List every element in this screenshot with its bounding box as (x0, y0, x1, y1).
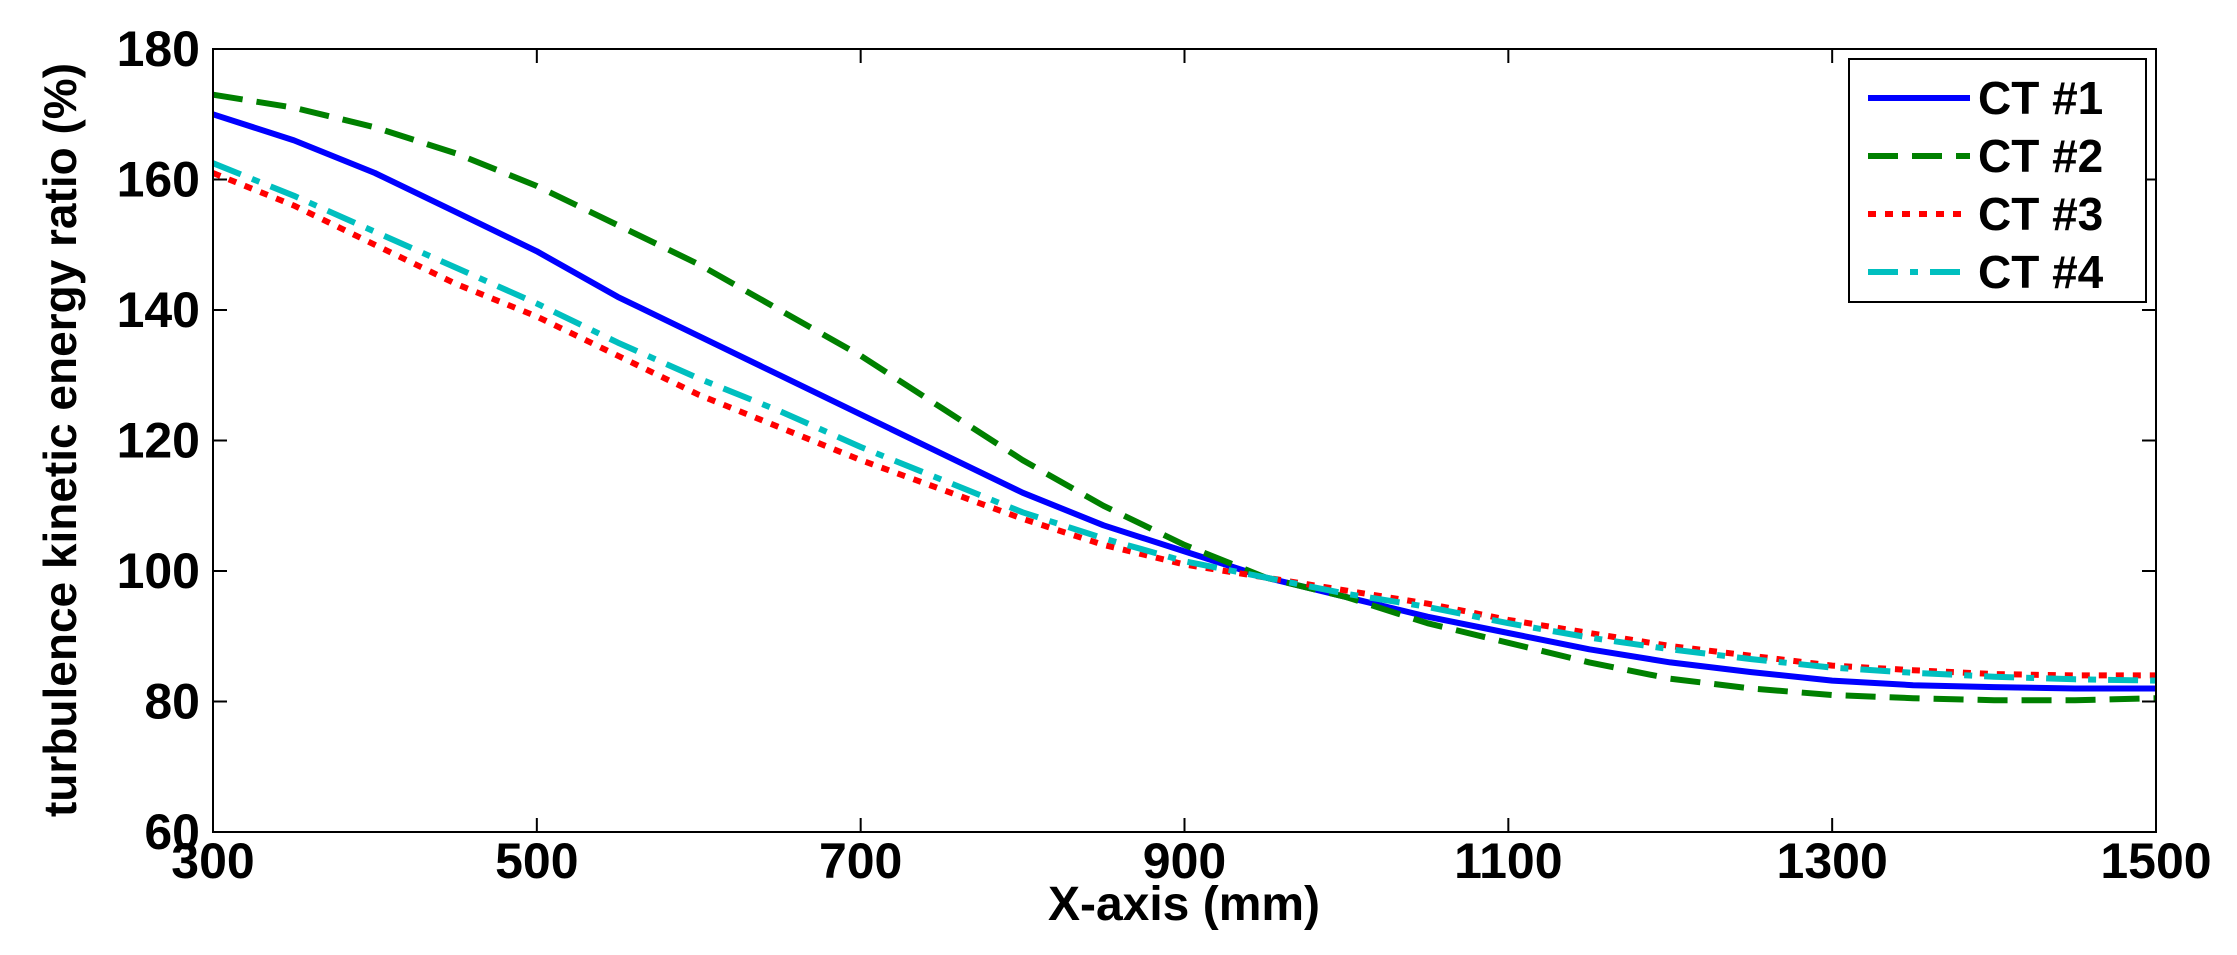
y-tick-label: 80 (144, 674, 200, 730)
series-line-ct-2 (212, 91, 2157, 704)
x-tick-label: 1300 (1777, 833, 1888, 889)
plot-area (213, 49, 2156, 832)
y-axis-title: turbulence kinetic energy ratio (%) (34, 63, 86, 817)
x-tick-label: 1500 (2100, 833, 2211, 889)
y-tick-label: 100 (117, 543, 200, 599)
y-tick-label: 180 (117, 21, 200, 77)
legend-label: CT #1 (1978, 72, 2103, 124)
x-tick-label: 500 (495, 833, 578, 889)
series-layer (211, 91, 2157, 704)
y-tick-label: 160 (117, 152, 200, 208)
series-line-ct-4 (211, 160, 2157, 684)
series-line-ct-3 (211, 170, 2156, 679)
x-tick-label: 1100 (1454, 833, 1562, 889)
legend-label: CT #2 (1978, 130, 2103, 182)
y-tick-label: 120 (117, 413, 200, 469)
y-tick-label: 140 (117, 282, 200, 338)
legend-label: CT #3 (1978, 188, 2103, 240)
series-line-ct-1 (212, 111, 2156, 692)
x-tick-label: 900 (1143, 833, 1226, 889)
legend-label: CT #4 (1978, 246, 2104, 298)
x-tick-labels: 300 500 700 900 1100 1300 1500 (171, 833, 2211, 889)
y-tick-label: 60 (144, 804, 200, 860)
y-tick-labels: 60 80 100 120 140 160 180 (117, 21, 200, 860)
x-tick-label: 300 (171, 833, 254, 889)
x-tick-label: 700 (819, 833, 902, 889)
x-axis-title: X-axis (mm) (1048, 878, 1320, 931)
legend: CT #1 CT #2 CT #3 CT #4 (1848, 58, 2147, 303)
tick-marks (212, 48, 2157, 833)
